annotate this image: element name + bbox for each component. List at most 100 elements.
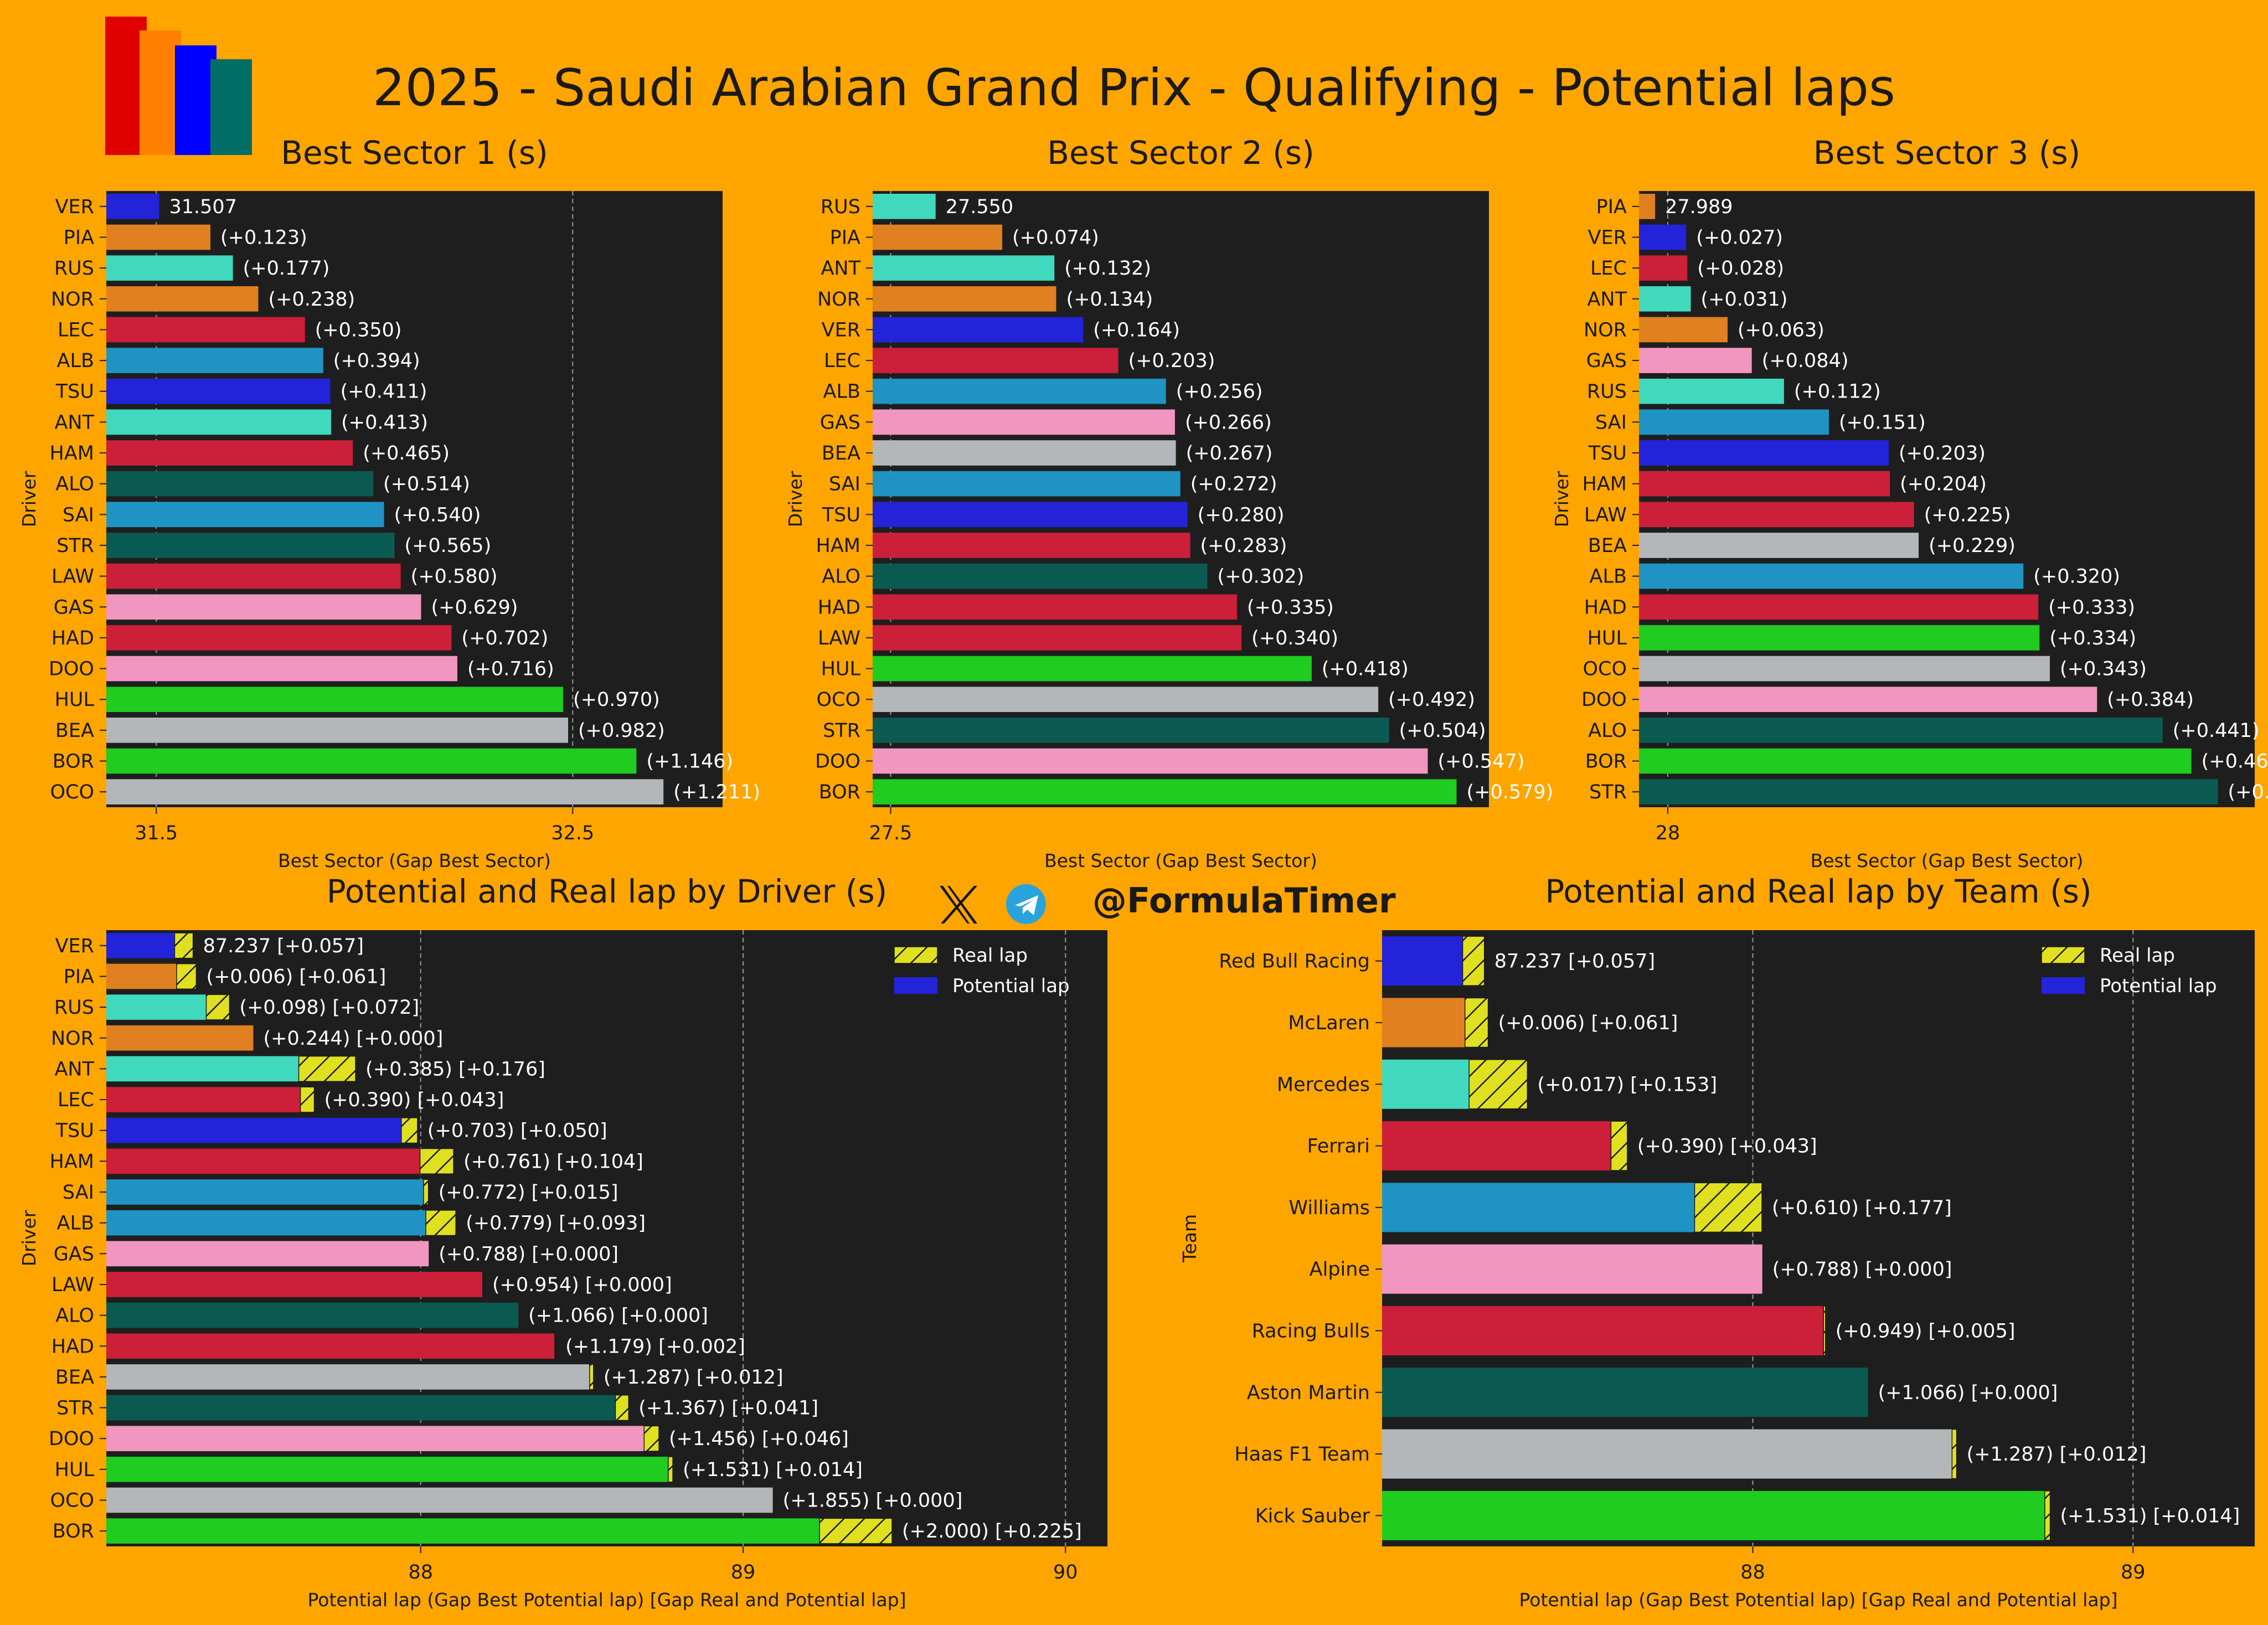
y-tick-label: ALO: [1588, 720, 1627, 742]
real-lap-bar: [615, 1395, 630, 1421]
y-tick-label: STR: [823, 720, 860, 742]
data-label: (+1.066) [+0.000]: [528, 1305, 708, 1327]
real-lap-bar: [668, 1456, 673, 1483]
data-label: (+0.629): [431, 596, 518, 618]
x-axis-label: Potential lap (Gap Best Potential lap) […: [1519, 1589, 2118, 1611]
y-tick-label: PIA: [64, 226, 94, 249]
y-tick-label: BEA: [1588, 535, 1627, 557]
data-label: (+0.229): [1929, 535, 2016, 557]
y-tick-label: VER: [1588, 226, 1627, 249]
bar-tsu: [106, 1117, 401, 1143]
bar-alb: [106, 1210, 426, 1236]
bar-alo: [106, 1302, 519, 1328]
data-label: 31.507: [169, 196, 237, 218]
data-label: (+1.066) [+0.000]: [1878, 1382, 2058, 1404]
real-lap-bar: [589, 1364, 594, 1390]
data-label: (+0.164): [1093, 319, 1180, 341]
telegram-icon: [1006, 884, 1046, 924]
y-tick-label: BOR: [819, 781, 860, 803]
bar-alpine: [1382, 1244, 1762, 1294]
data-label: (+0.540): [394, 504, 481, 526]
y-tick-label: GAS: [1586, 350, 1627, 372]
bar-hul: [106, 1457, 668, 1482]
chart-title: Best Sector 3 (s): [1813, 134, 2081, 172]
data-label: (+0.334): [2049, 627, 2136, 649]
data-label: (+0.547): [1438, 751, 1525, 773]
data-label: (+0.340): [1251, 627, 1338, 649]
bar-bea: [1639, 533, 1919, 558]
data-label: (+0.017) [+0.153]: [1537, 1074, 1717, 1096]
y-tick-label: NOR: [51, 288, 94, 311]
y-tick-label: Williams: [1288, 1197, 1370, 1219]
y-tick-label: Red Bull Racing: [1219, 951, 1370, 973]
data-label: (+0.335): [1247, 596, 1334, 618]
data-label: (+0.788) [+0.000]: [1772, 1258, 1952, 1281]
bar-ver: [1639, 224, 1687, 250]
data-label: (+0.151): [1839, 411, 1926, 434]
data-label: (+0.465): [363, 442, 450, 465]
bar-sai: [1639, 409, 1829, 435]
y-axis-label: Team: [1179, 1214, 1200, 1263]
x-tick-label: 32.5: [551, 822, 594, 844]
y-tick-label: OCO: [50, 781, 94, 803]
data-label: (+0.225): [1924, 504, 2011, 526]
data-label: (+0.970): [573, 689, 660, 711]
y-axis-label: Driver: [18, 1210, 40, 1266]
y-tick-label: TSU: [55, 1120, 94, 1142]
bar-oco: [873, 687, 1379, 713]
data-label: (+0.610) [+0.177]: [1772, 1197, 1952, 1219]
y-tick-label: PIA: [1596, 196, 1627, 218]
data-label: (+0.266): [1185, 411, 1272, 434]
legend-label: Real lap: [2100, 945, 2175, 967]
x-logo-icon: [940, 886, 977, 924]
real-lap-bar: [425, 1210, 456, 1236]
real-lap-bar: [1464, 997, 1489, 1048]
bar-alo: [873, 563, 1208, 589]
bar-str: [873, 718, 1389, 743]
real-lap-bar: [819, 1518, 893, 1544]
data-label: (+0.772) [+0.015]: [439, 1182, 618, 1204]
data-label: (+1.855) [+0.000]: [783, 1490, 963, 1512]
bar-mclaren: [1382, 998, 1465, 1048]
bar-nor: [873, 286, 1056, 312]
data-label: (+0.384): [2107, 689, 2194, 711]
y-tick-label: HAM: [1583, 473, 1627, 496]
bar-alo: [106, 471, 374, 497]
bar-ver: [106, 933, 175, 958]
bar-mercedes: [1382, 1059, 1470, 1109]
bar-ham: [873, 533, 1190, 558]
data-label: (+0.027): [1696, 226, 1783, 249]
bar-tsu: [873, 502, 1188, 528]
data-label: (+0.123): [220, 226, 307, 249]
data-label: (+0.203): [1128, 350, 1215, 372]
y-tick-label: TSU: [1588, 442, 1627, 465]
bar-sai: [873, 471, 1181, 497]
bar-pia: [106, 224, 211, 250]
data-label: 27.989: [1665, 196, 1733, 218]
data-label: (+1.531) [+0.014]: [683, 1459, 863, 1481]
data-label: (+0.177): [243, 257, 330, 280]
bar-bor: [873, 779, 1457, 804]
y-tick-label: Haas F1 Team: [1234, 1443, 1370, 1466]
real-lap-bar: [2044, 1490, 2051, 1541]
bar-bor: [106, 1518, 820, 1544]
bar-rus: [1639, 378, 1784, 404]
y-tick-label: SAI: [63, 1182, 94, 1204]
data-label: (+0.418): [1322, 658, 1409, 680]
y-tick-label: DOO: [815, 751, 860, 773]
data-label: (+1.146): [646, 751, 733, 773]
y-tick-label: HAD: [818, 596, 860, 618]
bar-lec: [106, 317, 305, 343]
data-label: (+0.703) [+0.050]: [427, 1120, 607, 1142]
data-label: (+0.132): [1064, 257, 1151, 280]
data-label: (+0.098) [+0.072]: [239, 997, 419, 1019]
y-tick-label: ANT: [54, 1058, 94, 1080]
data-label: (+0.394): [333, 350, 420, 372]
x-tick-label: 89: [2121, 1561, 2146, 1583]
bar-pia: [873, 224, 1002, 250]
data-label: (+2.000) [+0.225]: [902, 1520, 1082, 1543]
y-tick-label: SAI: [829, 473, 860, 496]
bar-ant: [873, 255, 1055, 281]
data-label: (+0.244) [+0.000]: [264, 1028, 444, 1050]
bar-nor: [106, 1025, 254, 1051]
